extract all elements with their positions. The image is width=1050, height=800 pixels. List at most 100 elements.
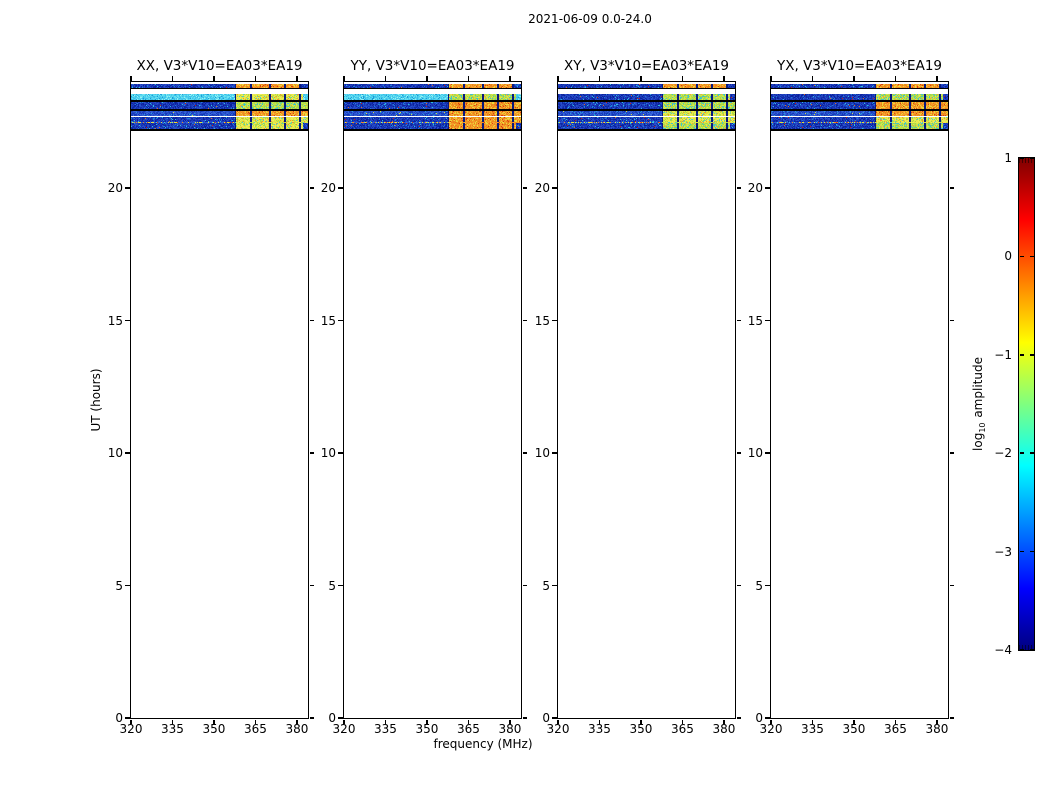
colorbar-tick-label: −2 [994, 446, 1012, 461]
x-tick-label: 380 [712, 722, 736, 736]
colorbar-tick-right [1030, 649, 1035, 651]
panel-title-yx: YX, V3*V10=EA03*EA19 [776, 58, 943, 74]
y-tick-right [522, 187, 527, 189]
y-tick-left [765, 187, 770, 189]
y-tick-right [309, 452, 314, 454]
x-tick-bottom [723, 719, 725, 724]
heatmap-yx [770, 81, 948, 132]
x-tick-label: 335 [161, 722, 184, 736]
colorbar-tick-left [1019, 255, 1024, 258]
plot-area-xy [556, 80, 736, 719]
y-tick-label: 10 [320, 446, 336, 460]
y-tick-right [949, 187, 954, 189]
x-tick-top [509, 76, 511, 81]
y-tick-right [522, 584, 527, 587]
x-tick-label: 320 [546, 722, 570, 736]
x-tick-bottom [640, 719, 642, 724]
colorbar-label-amplitude: amplitude [970, 357, 985, 422]
colorbar-tick-right [1030, 157, 1035, 159]
x-tick-top [557, 76, 559, 81]
x-tick-bottom [811, 719, 814, 724]
y-tick-right [522, 452, 527, 454]
y-tick-left [552, 452, 557, 454]
y-tick-right [522, 717, 527, 719]
y-tick-right [949, 319, 954, 322]
x-tick-top [426, 76, 428, 81]
x-tick-label: 335 [374, 722, 397, 736]
x-tick-top [723, 76, 725, 81]
y-tick-right [949, 452, 954, 454]
x-tick-label: 320 [759, 722, 783, 736]
colorbar-tick-label: −1 [994, 347, 1012, 362]
colorbar-tick-right [1030, 550, 1035, 553]
y-tick-right [309, 584, 314, 587]
x-tick-label: 350 [202, 722, 226, 736]
x-tick-top [467, 76, 470, 81]
y-tick-right [949, 584, 954, 587]
x-tick-label: 320 [332, 722, 356, 736]
y-tick-left [552, 584, 557, 587]
y-tick-left [125, 319, 130, 322]
colorbar-bottom-hatch [1019, 644, 1034, 650]
y-tick-right [949, 717, 954, 719]
x-tick-top [384, 76, 387, 81]
y-tick-left [125, 452, 130, 454]
x-tick-label: 365 [457, 722, 480, 736]
x-tick-top [770, 76, 772, 81]
x-axis-label: frequency (MHz) [433, 737, 533, 751]
y-tick-left [552, 717, 557, 719]
x-tick-top [130, 76, 132, 81]
x-tick-bottom [296, 719, 298, 724]
x-tick-bottom [509, 719, 511, 724]
y-tick-label: 10 [747, 446, 763, 460]
heatmap-yy [343, 81, 521, 132]
y-tick-label: 15 [747, 313, 763, 328]
x-tick-label: 320 [119, 722, 143, 736]
y-tick-label: 15 [320, 313, 336, 328]
y-tick-label: 20 [320, 181, 336, 195]
x-tick-bottom [467, 719, 470, 724]
colorbar-tick-label: 1 [1004, 151, 1012, 165]
y-tick-label: 0 [328, 711, 336, 725]
colorbar-tick-right [1030, 452, 1035, 454]
colorbar-tick-left [1019, 157, 1024, 159]
y-tick-left [338, 717, 343, 719]
x-tick-top [936, 76, 938, 81]
x-tick-bottom [936, 719, 938, 724]
y-tick-label: 0 [755, 711, 763, 725]
y-tick-label: 0 [542, 711, 550, 725]
x-tick-top [254, 76, 257, 81]
colorbar-tick-left [1019, 550, 1024, 553]
x-tick-label: 350 [842, 722, 866, 736]
colorbar-tick-right [1030, 255, 1035, 258]
y-tick-right [309, 187, 314, 189]
colorbar-tick-left [1019, 354, 1024, 356]
y-tick-left [765, 584, 770, 587]
figure-title: 2021-06-09 0.0-24.0 [528, 12, 652, 26]
colorbar-top-hatch [1019, 157, 1034, 163]
colorbar-tick-left [1019, 649, 1024, 651]
y-tick-left [552, 319, 557, 322]
x-tick-label: 365 [244, 722, 267, 736]
y-tick-right [736, 717, 741, 719]
x-tick-bottom [853, 719, 855, 724]
y-tick-right [736, 452, 741, 454]
y-tick-right [736, 584, 741, 587]
y-tick-left [552, 187, 557, 189]
x-tick-label: 350 [415, 722, 439, 736]
x-tick-bottom [171, 719, 174, 724]
x-tick-label: 335 [801, 722, 824, 736]
x-tick-bottom [770, 719, 772, 724]
y-tick-label: 10 [107, 446, 123, 460]
y-tick-label: 0 [115, 711, 123, 725]
x-tick-label: 380 [925, 722, 949, 736]
x-tick-label: 380 [498, 722, 522, 736]
x-tick-bottom [384, 719, 387, 724]
colorbar-label: log10 amplitude [971, 357, 987, 451]
y-tick-left [338, 187, 343, 189]
y-tick-left [765, 319, 770, 322]
y-tick-label: 20 [534, 181, 550, 195]
x-tick-top [894, 76, 897, 81]
x-tick-top [343, 76, 345, 81]
